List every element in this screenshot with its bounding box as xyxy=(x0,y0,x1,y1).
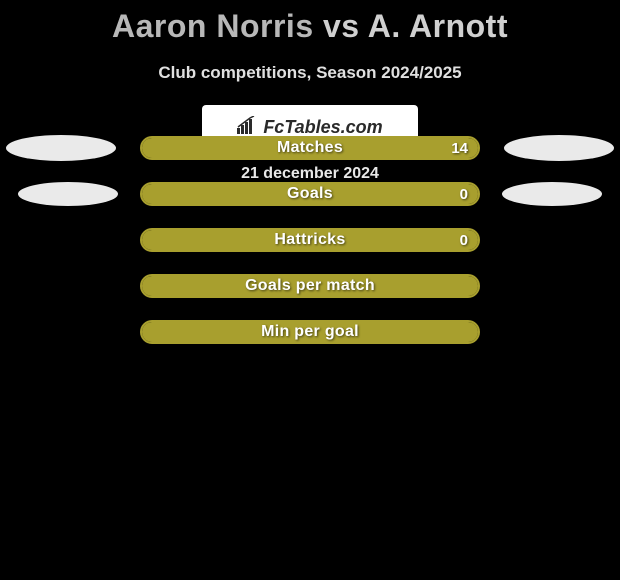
ellipse-left xyxy=(18,182,118,206)
title-player1: Aaron Norris xyxy=(112,8,314,44)
stat-rows: Matches14Goals0Hattricks0Goals per match… xyxy=(0,125,620,355)
page-title: Aaron Norris vs A. Arnott xyxy=(0,0,620,45)
subtitle: Club competitions, Season 2024/2025 xyxy=(0,63,620,83)
title-player2: A. Arnott xyxy=(368,8,508,44)
stat-label: Hattricks xyxy=(142,231,478,249)
stat-bar: Matches14 xyxy=(140,136,480,160)
stat-row: Goals per match xyxy=(0,263,620,309)
stat-label: Matches xyxy=(142,139,478,157)
stat-value: 0 xyxy=(460,232,468,249)
stat-bar: Goals0 xyxy=(140,182,480,206)
stat-bar: Min per goal xyxy=(140,320,480,344)
title-vs: vs xyxy=(323,8,360,44)
stat-label: Goals xyxy=(142,185,478,203)
stat-label: Goals per match xyxy=(142,277,478,295)
stat-value: 14 xyxy=(451,140,468,157)
ellipse-right xyxy=(502,182,602,206)
stat-row: Min per goal xyxy=(0,309,620,355)
stat-bar: Goals per match xyxy=(140,274,480,298)
ellipse-left xyxy=(6,135,116,161)
stat-value: 0 xyxy=(460,186,468,203)
stat-label: Min per goal xyxy=(142,323,478,341)
stat-bar: Hattricks0 xyxy=(140,228,480,252)
stat-row: Goals0 xyxy=(0,171,620,217)
stat-row: Matches14 xyxy=(0,125,620,171)
ellipse-right xyxy=(504,135,614,161)
stat-row: Hattricks0 xyxy=(0,217,620,263)
